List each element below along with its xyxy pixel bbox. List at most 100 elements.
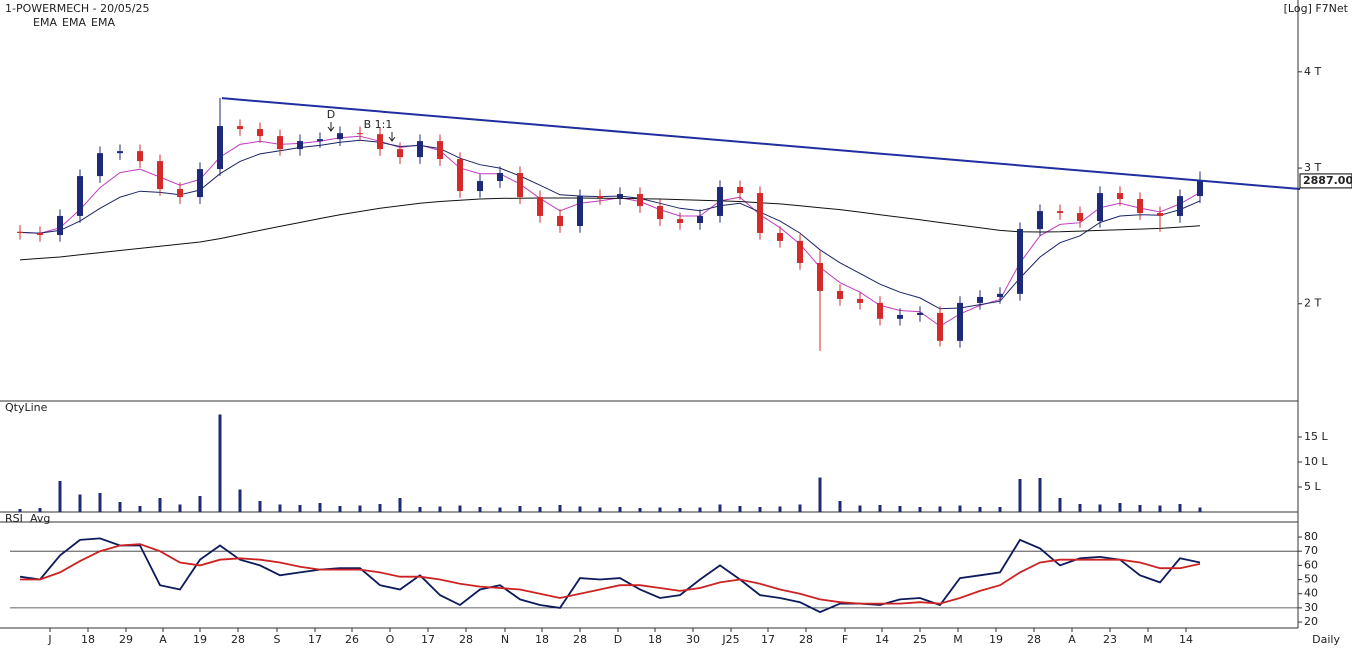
candle-body — [197, 169, 203, 198]
candle-body — [397, 149, 403, 158]
candle-body — [757, 193, 763, 233]
candle-body — [217, 126, 223, 170]
x-tick-label: 28 — [573, 633, 587, 646]
annotation: B 1:1 — [364, 118, 393, 131]
volume-bar — [898, 506, 902, 512]
annotation-arrow — [327, 122, 335, 132]
volume-bar — [538, 507, 542, 512]
volume-bar — [438, 506, 442, 512]
volume-bar — [1078, 504, 1082, 512]
volume-bar — [478, 507, 482, 512]
x-tick-label: M — [953, 633, 963, 646]
candle-body — [1197, 180, 1203, 197]
candle-body — [77, 176, 83, 216]
volume-bar — [758, 507, 762, 512]
candle-body — [817, 262, 823, 291]
legend-entry: EMA — [33, 16, 57, 29]
candle-body — [137, 151, 143, 162]
candle-body — [977, 296, 983, 303]
volume-bar — [198, 496, 202, 512]
x-tick-label: 25 — [913, 633, 927, 646]
legend-entry: Avg — [30, 512, 50, 525]
candle-body — [297, 141, 303, 150]
x-tick-label: 18 — [81, 633, 95, 646]
volume-bar — [418, 507, 422, 512]
candle-body — [1037, 211, 1043, 230]
volume-bar — [378, 504, 382, 512]
volume-bar — [658, 507, 662, 512]
volume-bar — [1038, 478, 1042, 512]
candle-body — [1157, 213, 1163, 216]
series-line — [19, 139, 1201, 310]
y-tick-label: 2 T — [1304, 297, 1321, 310]
volume-bar — [958, 505, 962, 512]
volume-bar — [918, 507, 922, 512]
x-tick-label: 28 — [1027, 633, 1041, 646]
y-tick-label: 20 — [1304, 615, 1318, 628]
volume-bar — [618, 507, 622, 512]
candle-body — [857, 298, 863, 303]
y-tick-label: 50 — [1304, 573, 1318, 586]
chart-subtitle: [Log] F7Net — [1284, 2, 1349, 15]
y-tick-label: 4 T — [1304, 65, 1321, 78]
y-tick-label: 10 L — [1304, 455, 1328, 468]
candle-body — [317, 139, 323, 142]
candle-body — [497, 173, 503, 182]
candle-body — [737, 187, 743, 194]
candle-body — [1017, 229, 1023, 294]
x-tick-label: 29 — [119, 633, 133, 646]
candle-body — [177, 189, 183, 198]
volume-bar — [138, 506, 142, 512]
volume-bar — [938, 506, 942, 512]
volume-bar — [498, 507, 502, 512]
volume-bar — [1178, 504, 1182, 512]
candle-body — [477, 181, 483, 192]
series-line — [19, 197, 1201, 261]
x-tick-label: 28 — [459, 633, 473, 646]
x-tick-label: A — [159, 633, 167, 646]
volume-bar — [598, 507, 602, 512]
volume-bar — [258, 501, 262, 512]
x-tick-label: 23 — [1103, 633, 1117, 646]
candle-body — [1137, 199, 1143, 214]
x-tick-label: N — [501, 633, 509, 646]
volume-bar — [838, 501, 842, 512]
volume-bar — [778, 506, 782, 512]
series-line — [19, 537, 1201, 614]
candle-body — [837, 290, 843, 299]
volume-bar — [218, 414, 222, 512]
x-tick-label: 19 — [989, 633, 1003, 646]
volume-bar — [238, 489, 242, 512]
candle-body — [877, 302, 883, 319]
candle-body — [277, 136, 283, 150]
candle-body — [157, 161, 163, 190]
x-tick-label: J — [47, 633, 51, 646]
candle-body — [1097, 193, 1103, 222]
volume-bar — [858, 505, 862, 512]
candle-body — [17, 231, 23, 233]
price-label-box — [1299, 173, 1352, 189]
candle-body — [97, 153, 103, 177]
x-tick-label: O — [386, 633, 395, 646]
volume-bar — [638, 508, 642, 512]
volume-bar — [318, 503, 322, 512]
candle-body — [257, 129, 263, 137]
chart-title: 1-POWERMECH - 20/05/25 — [5, 2, 150, 15]
volume-bar — [158, 498, 162, 512]
volume-bar — [278, 504, 282, 512]
volume-bar — [1198, 507, 1202, 512]
candle-body — [417, 141, 423, 158]
volume-bar — [1098, 504, 1102, 512]
volume-bar — [58, 481, 62, 512]
volume-bar — [458, 505, 462, 512]
candle-body — [357, 133, 363, 135]
candle-body — [1057, 211, 1063, 214]
volume-bar — [878, 505, 882, 512]
volume-bar — [998, 507, 1002, 512]
x-tick-label: 14 — [1179, 633, 1193, 646]
series-line — [19, 135, 1201, 327]
candle-body — [377, 134, 383, 150]
candle-body — [537, 197, 543, 216]
candle-body — [117, 151, 123, 154]
